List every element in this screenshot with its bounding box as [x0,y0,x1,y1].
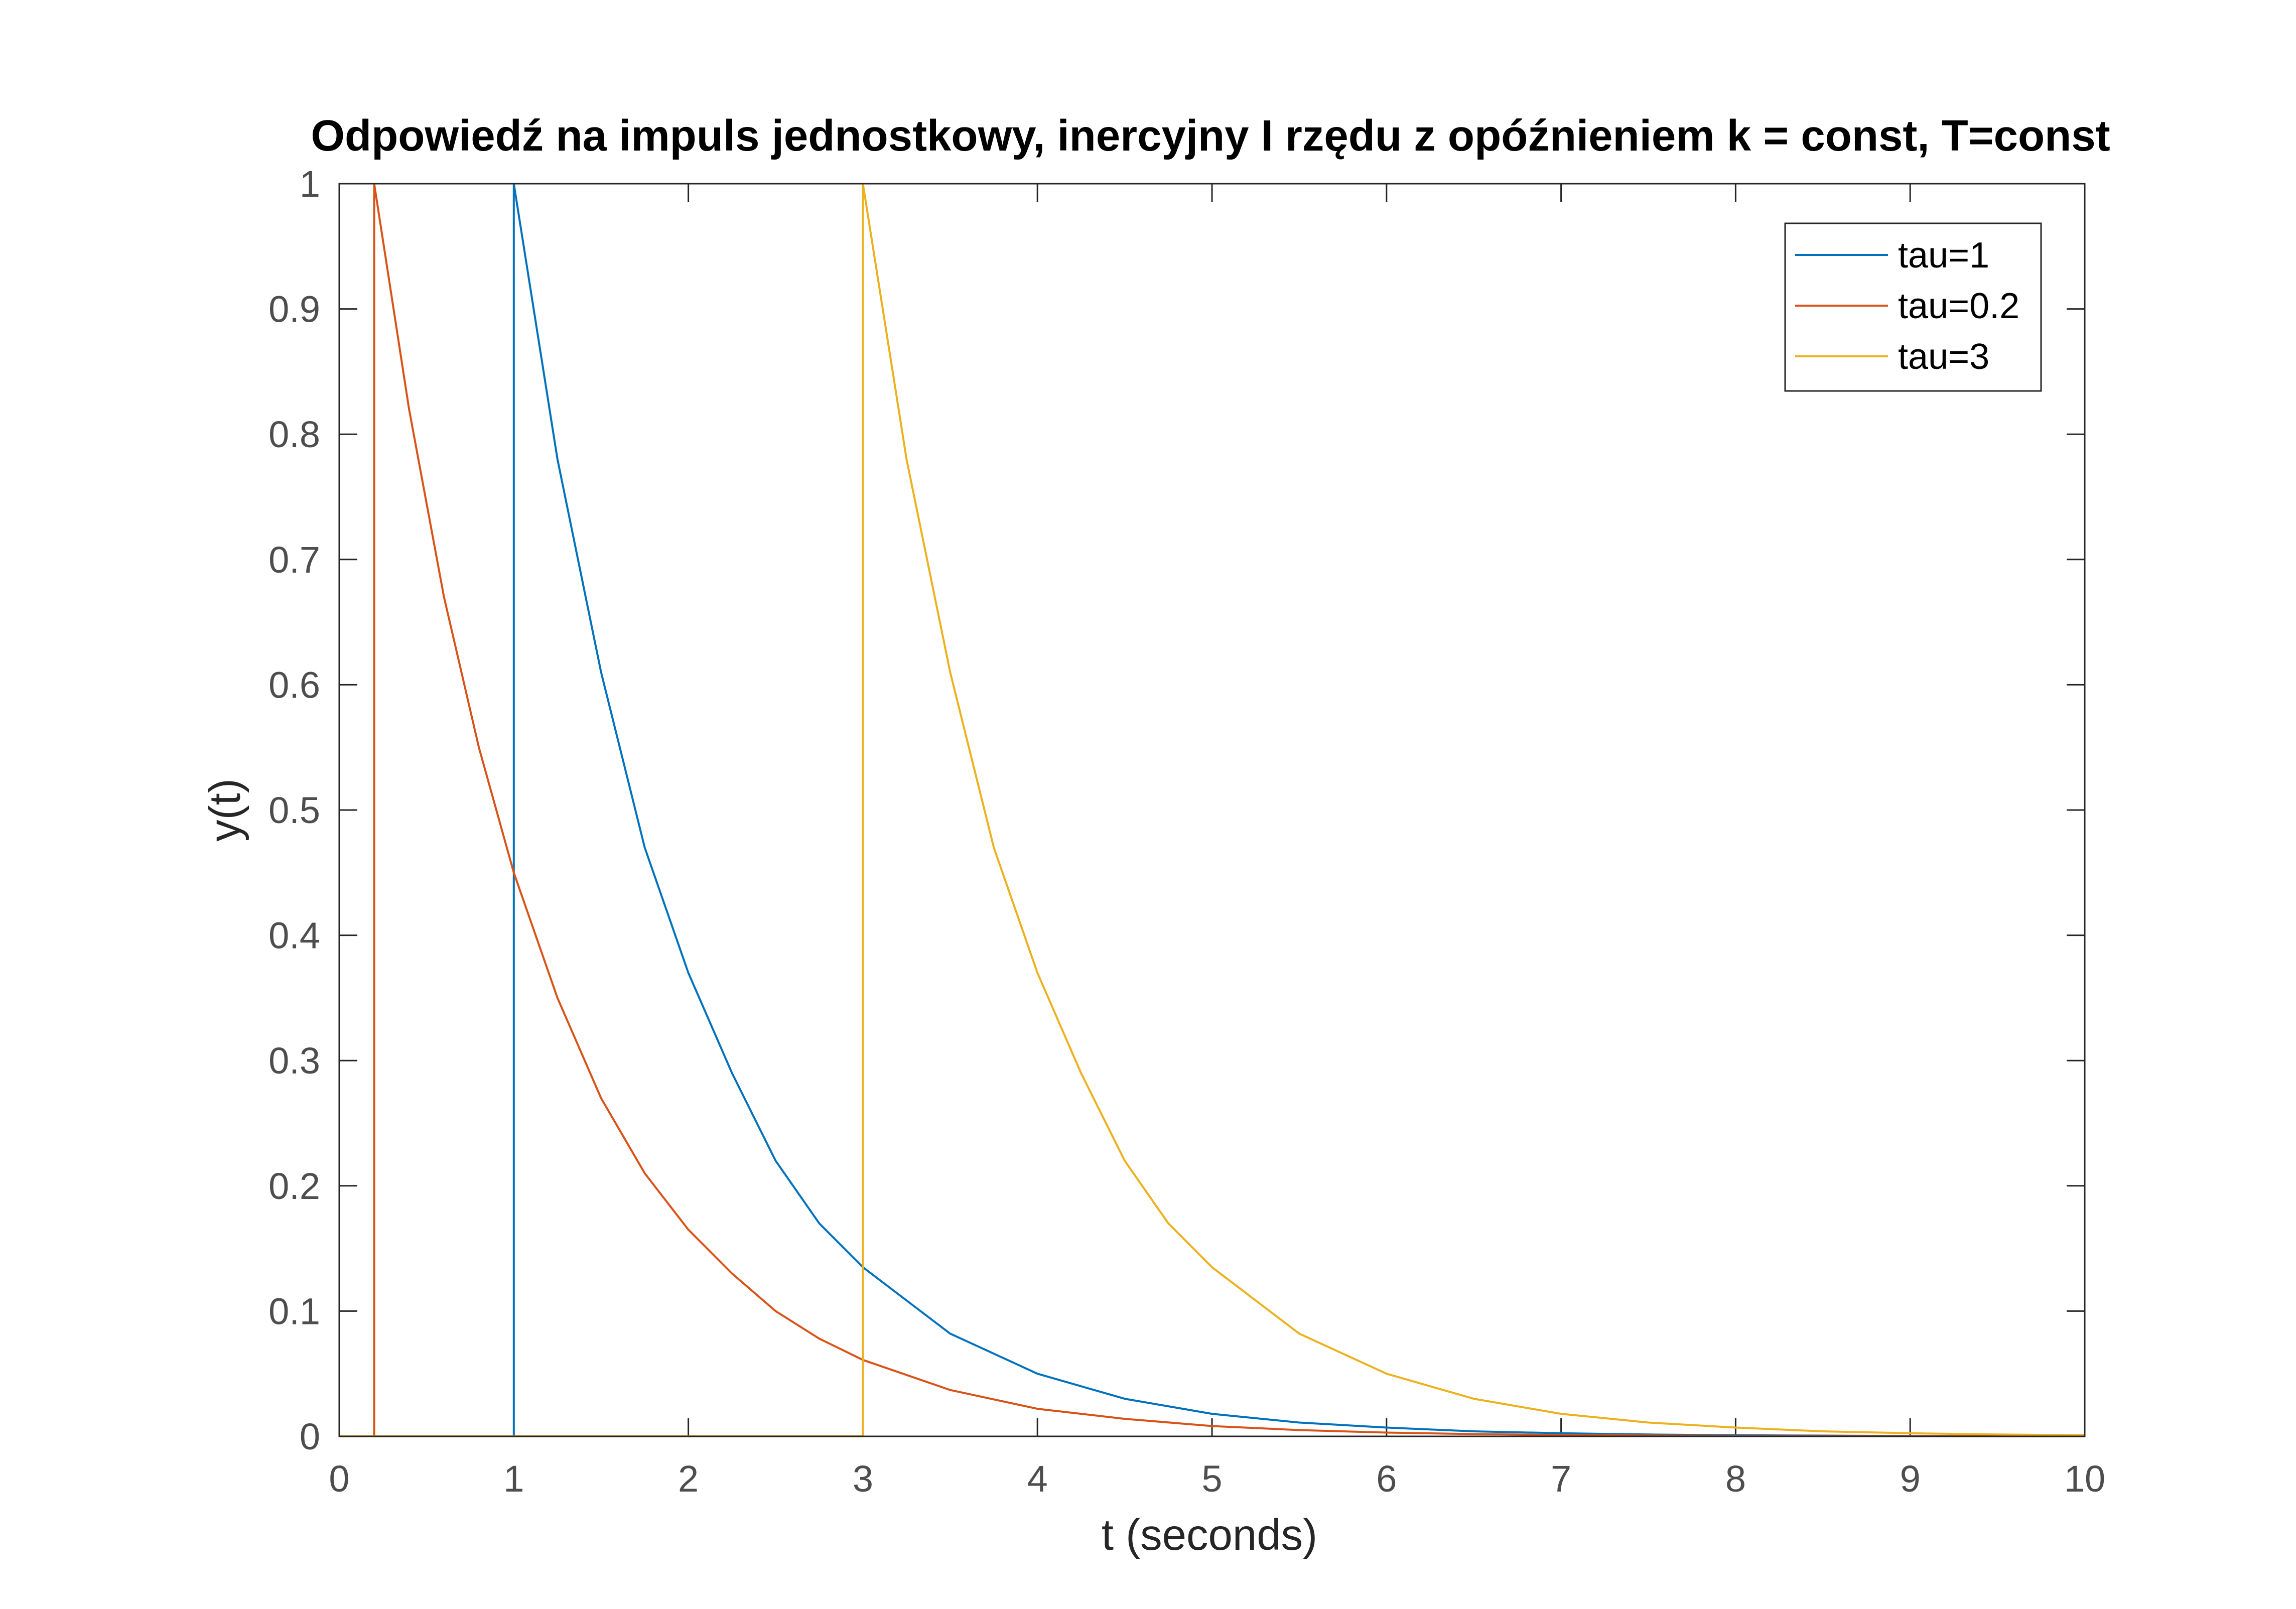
x-tick-label: 4 [1027,1458,1048,1500]
y-tick-label: 0.6 [268,664,320,706]
legend-label: tau=1 [1898,235,1989,276]
y-tick-label: 0.8 [268,414,320,455]
x-tick-label: 7 [1551,1458,1571,1500]
y-tick-label: 0.4 [268,915,320,957]
y-tick-label: 1 [300,163,320,205]
x-tick-label: 9 [1900,1458,1921,1500]
x-tick-label: 0 [329,1458,349,1500]
x-tick-label: 1 [503,1458,524,1500]
y-tick-label: 0.3 [268,1040,320,1082]
y-tick-label: 0 [300,1416,320,1457]
y-tick-label: 0.2 [268,1165,320,1207]
x-tick-label: 2 [678,1458,699,1500]
y-tick-label: 0.1 [268,1290,320,1332]
x-tick-label: 5 [1201,1458,1222,1500]
legend-label: tau=3 [1898,337,1989,377]
y-tick-label: 0.5 [268,789,320,831]
x-tick-label: 10 [2064,1458,2105,1500]
axes-box [338,183,2086,1437]
plot-background [339,184,2085,1436]
series-line-tau-0-2 [339,183,2085,1437]
y-axis-label: y(t) [201,778,249,842]
y-tick-label: 0.9 [268,289,320,330]
x-tick-label: 6 [1376,1458,1397,1500]
x-axis-label: t (seconds) [1102,1511,1317,1559]
x-tick-label: 8 [1725,1458,1746,1500]
plot-area [338,183,2086,1437]
x-axis-tick-labels: 0 1 2 3 4 5 6 7 8 9 10 [329,1458,2105,1500]
legend-box [1784,222,2042,392]
y-tick-label: 0.7 [268,539,320,581]
chart-title: Odpowiedź na impuls jednostkowy, inercyj… [311,111,2110,160]
legend-entries: tau=1 tau=0.2 tau=3 [1795,235,2019,377]
y-axis-tick-labels: 0 0.1 0.2 0.3 0.4 0.5 0.6 0.7 0.8 0.9 1 [268,163,320,1457]
series-line-tau-3 [339,183,2085,1437]
series-lines [339,183,2085,1437]
legend: tau=1 tau=0.2 tau=3 [1784,222,2042,392]
legend-label: tau=0.2 [1898,286,2019,326]
x-tick-label: 3 [853,1458,873,1500]
